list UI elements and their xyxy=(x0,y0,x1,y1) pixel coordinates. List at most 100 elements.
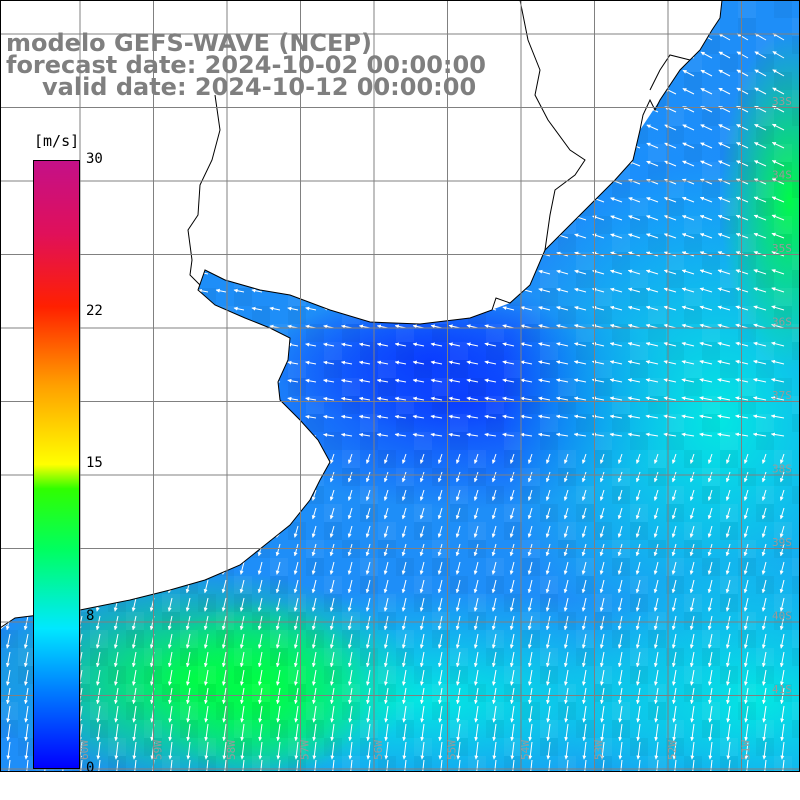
wind-arrow xyxy=(126,343,137,347)
model-cell xyxy=(0,180,18,198)
wind-arrow xyxy=(412,306,425,311)
wind-arrow xyxy=(305,144,317,149)
wind-arrow xyxy=(23,453,29,464)
model-cell xyxy=(180,180,198,198)
wind-arrow xyxy=(413,143,425,149)
wind-arrow xyxy=(251,180,263,185)
model-cell xyxy=(792,576,800,594)
wind-arrow xyxy=(449,107,461,113)
wind-arrow xyxy=(215,414,227,419)
wind-arrow xyxy=(610,70,623,77)
wind-arrow xyxy=(131,507,137,520)
wind-arrow xyxy=(484,143,497,149)
model-cell xyxy=(756,54,774,72)
wind-arrow xyxy=(556,34,569,41)
model-cell xyxy=(558,72,576,90)
wind-arrow xyxy=(341,414,353,419)
wind-arrow xyxy=(681,323,695,329)
wind-arrow xyxy=(179,306,191,311)
wind-arrow xyxy=(484,233,497,239)
wind-arrow xyxy=(448,306,461,311)
model-cell xyxy=(522,306,540,324)
model-cell xyxy=(126,558,144,576)
wind-arrow xyxy=(663,396,677,401)
wind-arrow xyxy=(179,360,191,365)
model-cell xyxy=(90,558,108,576)
wind-arrow xyxy=(287,378,299,383)
model-cell xyxy=(486,486,504,504)
wind-arrow xyxy=(161,198,173,203)
wind-arrow xyxy=(717,287,731,293)
model-cell xyxy=(684,216,702,234)
border-line-2 xyxy=(519,0,586,251)
border-line xyxy=(187,94,221,286)
wind-arrow xyxy=(72,108,83,113)
wind-arrow xyxy=(221,543,227,557)
model-cell xyxy=(234,504,252,522)
wind-arrow xyxy=(556,305,569,311)
model-cell xyxy=(252,216,270,234)
wind-arrow xyxy=(627,378,641,383)
wind-arrow xyxy=(376,342,389,347)
model-cell xyxy=(342,306,360,324)
model-cell xyxy=(702,486,720,504)
wind-arrow xyxy=(573,360,587,365)
model-cell xyxy=(108,450,126,468)
wind-arrow xyxy=(610,142,623,149)
wind-arrow xyxy=(610,160,623,167)
wind-arrow xyxy=(412,414,425,419)
model-cell xyxy=(360,108,378,126)
wind-arrow xyxy=(520,143,533,149)
wind-arrow xyxy=(108,234,119,239)
model-cell xyxy=(252,0,270,18)
model-cell xyxy=(468,756,486,772)
model-cell xyxy=(414,198,432,216)
model-cell xyxy=(198,378,216,396)
model-cell xyxy=(108,288,126,306)
wind-arrow xyxy=(682,142,695,149)
wind-arrow xyxy=(538,269,551,275)
wind-arrow xyxy=(131,489,137,501)
wind-arrow xyxy=(394,396,407,401)
model-cell xyxy=(288,216,306,234)
model-cell xyxy=(486,270,504,288)
wind-arrow xyxy=(197,108,209,113)
wind-arrow xyxy=(131,561,137,575)
wind-arrow xyxy=(466,233,479,239)
model-cell xyxy=(108,576,126,594)
wind-arrow xyxy=(0,163,11,168)
wind-arrow xyxy=(735,214,749,221)
model-cell xyxy=(774,234,792,252)
wind-arrow xyxy=(197,414,209,419)
wind-arrow xyxy=(431,143,443,149)
wind-arrow xyxy=(681,215,695,221)
wind-arrow xyxy=(412,288,425,293)
wind-arrow xyxy=(5,579,11,594)
wind-arrow xyxy=(287,234,299,239)
model-cell xyxy=(450,180,468,198)
wind-arrow xyxy=(126,397,137,402)
wind-arrow xyxy=(466,378,479,383)
model-cell xyxy=(702,342,720,360)
model-cell xyxy=(504,198,522,216)
wind-arrow xyxy=(628,215,641,221)
wind-arrow xyxy=(144,144,155,149)
wind-arrow xyxy=(394,306,407,311)
model-cell xyxy=(684,288,702,306)
model-cell xyxy=(540,126,558,144)
model-cell xyxy=(342,396,360,414)
wind-arrow xyxy=(520,360,533,365)
model-cell xyxy=(126,306,144,324)
model-cell xyxy=(522,486,540,504)
model-cell xyxy=(630,36,648,54)
wind-arrow xyxy=(269,360,281,365)
wind-arrow xyxy=(161,415,173,420)
wind-arrow xyxy=(718,33,731,41)
wind-arrow xyxy=(610,34,623,41)
model-cell xyxy=(414,756,432,772)
wind-arrow xyxy=(520,269,533,275)
wind-arrow xyxy=(18,235,29,240)
wind-arrow xyxy=(412,270,425,275)
wind-arrow xyxy=(341,216,353,221)
model-cell xyxy=(162,144,180,162)
